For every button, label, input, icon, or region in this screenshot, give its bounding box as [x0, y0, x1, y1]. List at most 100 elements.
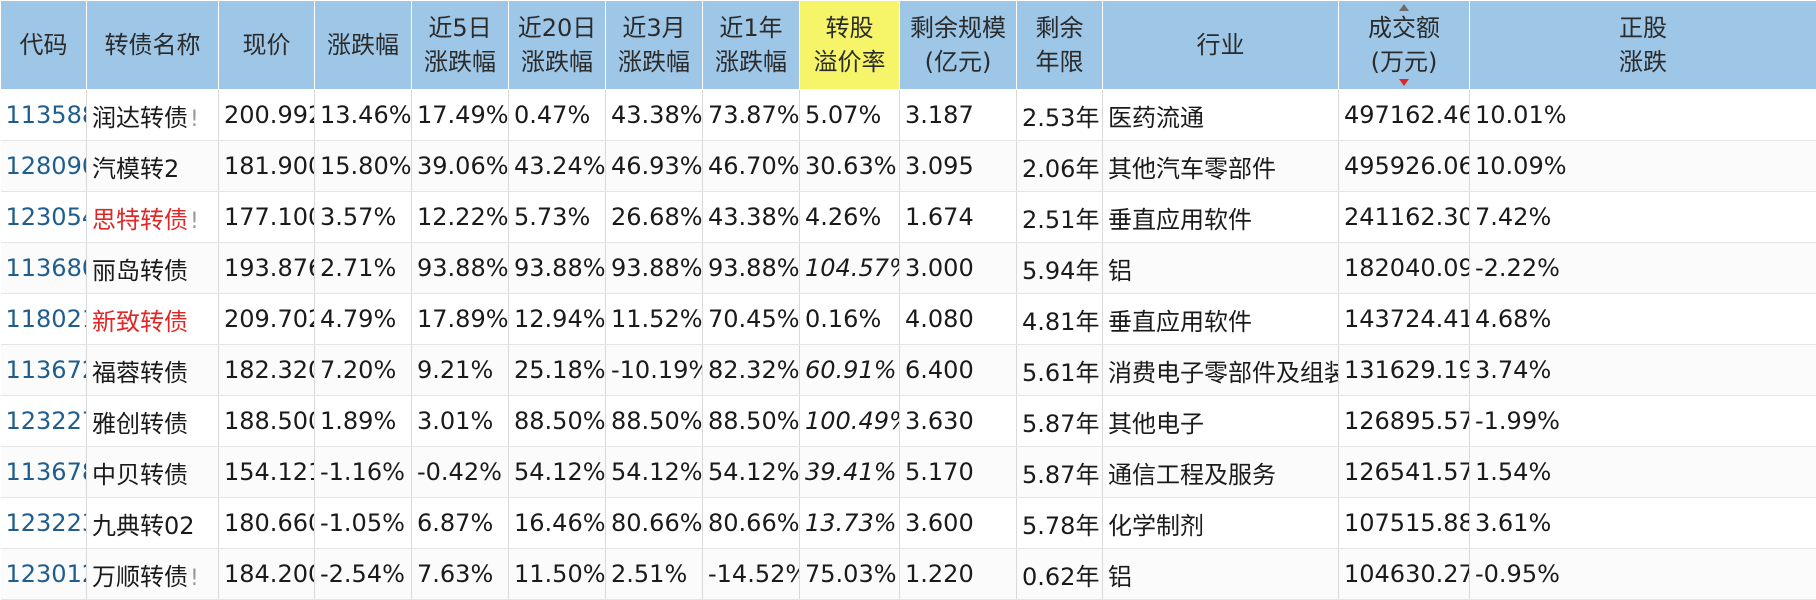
column-header-change-5d[interactable]: 近5日 涨跌幅	[412, 1, 509, 90]
cell-remaining-size: 3.095	[900, 141, 1017, 192]
cell-turnover: 143724.41	[1339, 294, 1470, 345]
table-row[interactable]: 113680丽岛转债193.8762.71%93.88%93.88%93.88%…	[1, 243, 1816, 294]
column-header-remaining-size[interactable]: 剩余规模 (亿元)	[900, 1, 1017, 90]
table-row[interactable]: 118021新致转债209.7024.79%17.89%12.94%11.52%…	[1, 294, 1816, 345]
cell-code[interactable]: 128090	[1, 141, 87, 192]
cell-change-20d: 0.47%	[509, 90, 606, 141]
bond-name-link[interactable]: 新致转债	[92, 308, 188, 336]
column-header-industry[interactable]: 行业	[1103, 1, 1339, 90]
cell-industry: 垂直应用软件	[1103, 294, 1339, 345]
cell-premium: 75.03%	[800, 549, 900, 600]
cell-remaining-years: 5.87年	[1017, 396, 1103, 447]
cell-change-5d: 17.49%	[412, 90, 509, 141]
table-row[interactable]: 113672福蓉转债182.3207.20%9.21%25.18%-10.19%…	[1, 345, 1816, 396]
cell-name[interactable]: 九典转02	[87, 498, 219, 549]
column-header-turnover-label: 成交额 (万元)	[1368, 14, 1440, 76]
cell-turnover: 182040.09	[1339, 243, 1470, 294]
cell-remaining-years: 2.51年	[1017, 192, 1103, 243]
cell-industry: 垂直应用软件	[1103, 192, 1339, 243]
cell-change-1y: 93.88%	[703, 243, 800, 294]
cell-change-20d: 25.18%	[509, 345, 606, 396]
cell-code[interactable]: 113672	[1, 345, 87, 396]
cell-change-20d: 12.94%	[509, 294, 606, 345]
column-header-code[interactable]: 代码	[1, 1, 87, 90]
column-header-premium[interactable]: 转股 溢价率	[800, 1, 900, 90]
cell-price: 188.500	[219, 396, 315, 447]
cell-change-5d: 93.88%	[412, 243, 509, 294]
cell-turnover: 495926.06	[1339, 141, 1470, 192]
cell-name[interactable]: 思特转债!	[87, 192, 219, 243]
bond-name-link[interactable]: 福蓉转债	[92, 359, 188, 387]
cell-name[interactable]: 汽模转2	[87, 141, 219, 192]
cell-industry: 其他汽车零部件	[1103, 141, 1339, 192]
table-row[interactable]: 123054思特转债!177.1003.57%12.22%5.73%26.68%…	[1, 192, 1816, 243]
column-header-price[interactable]: 现价	[219, 1, 315, 90]
cell-code[interactable]: 118021	[1, 294, 87, 345]
table-row[interactable]: 128090汽模转2181.90015.80%39.06%43.24%46.93…	[1, 141, 1816, 192]
bond-name-link[interactable]: 润达转债	[92, 104, 188, 132]
bond-name-link[interactable]: 中贝转债	[92, 461, 188, 489]
column-header-stock-change[interactable]: 正股 涨跌	[1470, 1, 1816, 90]
bond-name-link[interactable]: 汽模转2	[92, 155, 179, 183]
cell-premium: 30.63%	[800, 141, 900, 192]
column-header-change-20d[interactable]: 近20日 涨跌幅	[509, 1, 606, 90]
column-header-name[interactable]: 转债名称	[87, 1, 219, 90]
cell-remaining-size: 3.187	[900, 90, 1017, 141]
cell-name[interactable]: 丽岛转债	[87, 243, 219, 294]
column-header-turnover[interactable]: 成交额 (万元)	[1339, 1, 1470, 90]
cell-remaining-years: 0.62年	[1017, 549, 1103, 600]
table-row[interactable]: 123223九典转02180.660-1.05%6.87%16.46%80.66…	[1, 498, 1816, 549]
cell-premium: 5.07%	[800, 90, 900, 141]
bond-name-link[interactable]: 丽岛转债	[92, 257, 188, 285]
column-header-change-1y[interactable]: 近1年 涨跌幅	[703, 1, 800, 90]
cell-name[interactable]: 雅创转债	[87, 396, 219, 447]
cell-change-1y: 82.32%	[703, 345, 800, 396]
cell-premium: 0.16%	[800, 294, 900, 345]
table-row[interactable]: 113678中贝转债154.121-1.16%-0.42%54.12%54.12…	[1, 447, 1816, 498]
cell-change-5d: 39.06%	[412, 141, 509, 192]
cell-name[interactable]: 万顺转债!	[87, 549, 219, 600]
table-row[interactable]: 123227雅创转债188.5001.89%3.01%88.50%88.50%8…	[1, 396, 1816, 447]
bond-name-link[interactable]: 九典转02	[92, 512, 195, 540]
cell-change-20d: 5.73%	[509, 192, 606, 243]
bond-name-link[interactable]: 雅创转债	[92, 410, 188, 438]
cell-code[interactable]: 113678	[1, 447, 87, 498]
cell-change-3m: 11.52%	[606, 294, 703, 345]
cell-change: 15.80%	[315, 141, 412, 192]
cell-change-1y: 46.70%	[703, 141, 800, 192]
table-row[interactable]: 123012万顺转债!184.200-2.54%7.63%11.50%2.51%…	[1, 549, 1816, 600]
cell-turnover: 126895.57	[1339, 396, 1470, 447]
cell-code[interactable]: 123227	[1, 396, 87, 447]
cell-turnover: 131629.19	[1339, 345, 1470, 396]
cell-industry: 通信工程及服务	[1103, 447, 1339, 498]
column-header-change[interactable]: 涨跌幅	[315, 1, 412, 90]
cell-turnover: 497162.46	[1339, 90, 1470, 141]
cell-stock-change: -1.99%	[1470, 396, 1816, 447]
cell-change-20d: 88.50%	[509, 396, 606, 447]
cell-code[interactable]: 123223	[1, 498, 87, 549]
cell-price: 209.702	[219, 294, 315, 345]
cell-name[interactable]: 福蓉转债	[87, 345, 219, 396]
cell-remaining-size: 1.220	[900, 549, 1017, 600]
cell-change: -1.05%	[315, 498, 412, 549]
cell-change-1y: 80.66%	[703, 498, 800, 549]
cell-name[interactable]: 中贝转债	[87, 447, 219, 498]
cell-name[interactable]: 新致转债	[87, 294, 219, 345]
table-row[interactable]: 113588润达转债!200.99213.46%17.49%0.47%43.38…	[1, 90, 1816, 141]
cell-change: 1.89%	[315, 396, 412, 447]
column-header-remaining-years[interactable]: 剩余 年限	[1017, 1, 1103, 90]
cell-stock-change: -2.22%	[1470, 243, 1816, 294]
cell-remaining-years: 5.78年	[1017, 498, 1103, 549]
cell-change-1y: 73.87%	[703, 90, 800, 141]
cell-code[interactable]: 123012	[1, 549, 87, 600]
cell-name[interactable]: 润达转债!	[87, 90, 219, 141]
cell-code[interactable]: 113680	[1, 243, 87, 294]
cell-code[interactable]: 123054	[1, 192, 87, 243]
cell-change-1y: 43.38%	[703, 192, 800, 243]
bond-name-link[interactable]: 思特转债	[92, 206, 188, 234]
cell-change-5d: 3.01%	[412, 396, 509, 447]
cell-price: 182.320	[219, 345, 315, 396]
column-header-change-3m[interactable]: 近3月 涨跌幅	[606, 1, 703, 90]
cell-code[interactable]: 113588	[1, 90, 87, 141]
bond-name-link[interactable]: 万顺转债	[92, 563, 188, 591]
